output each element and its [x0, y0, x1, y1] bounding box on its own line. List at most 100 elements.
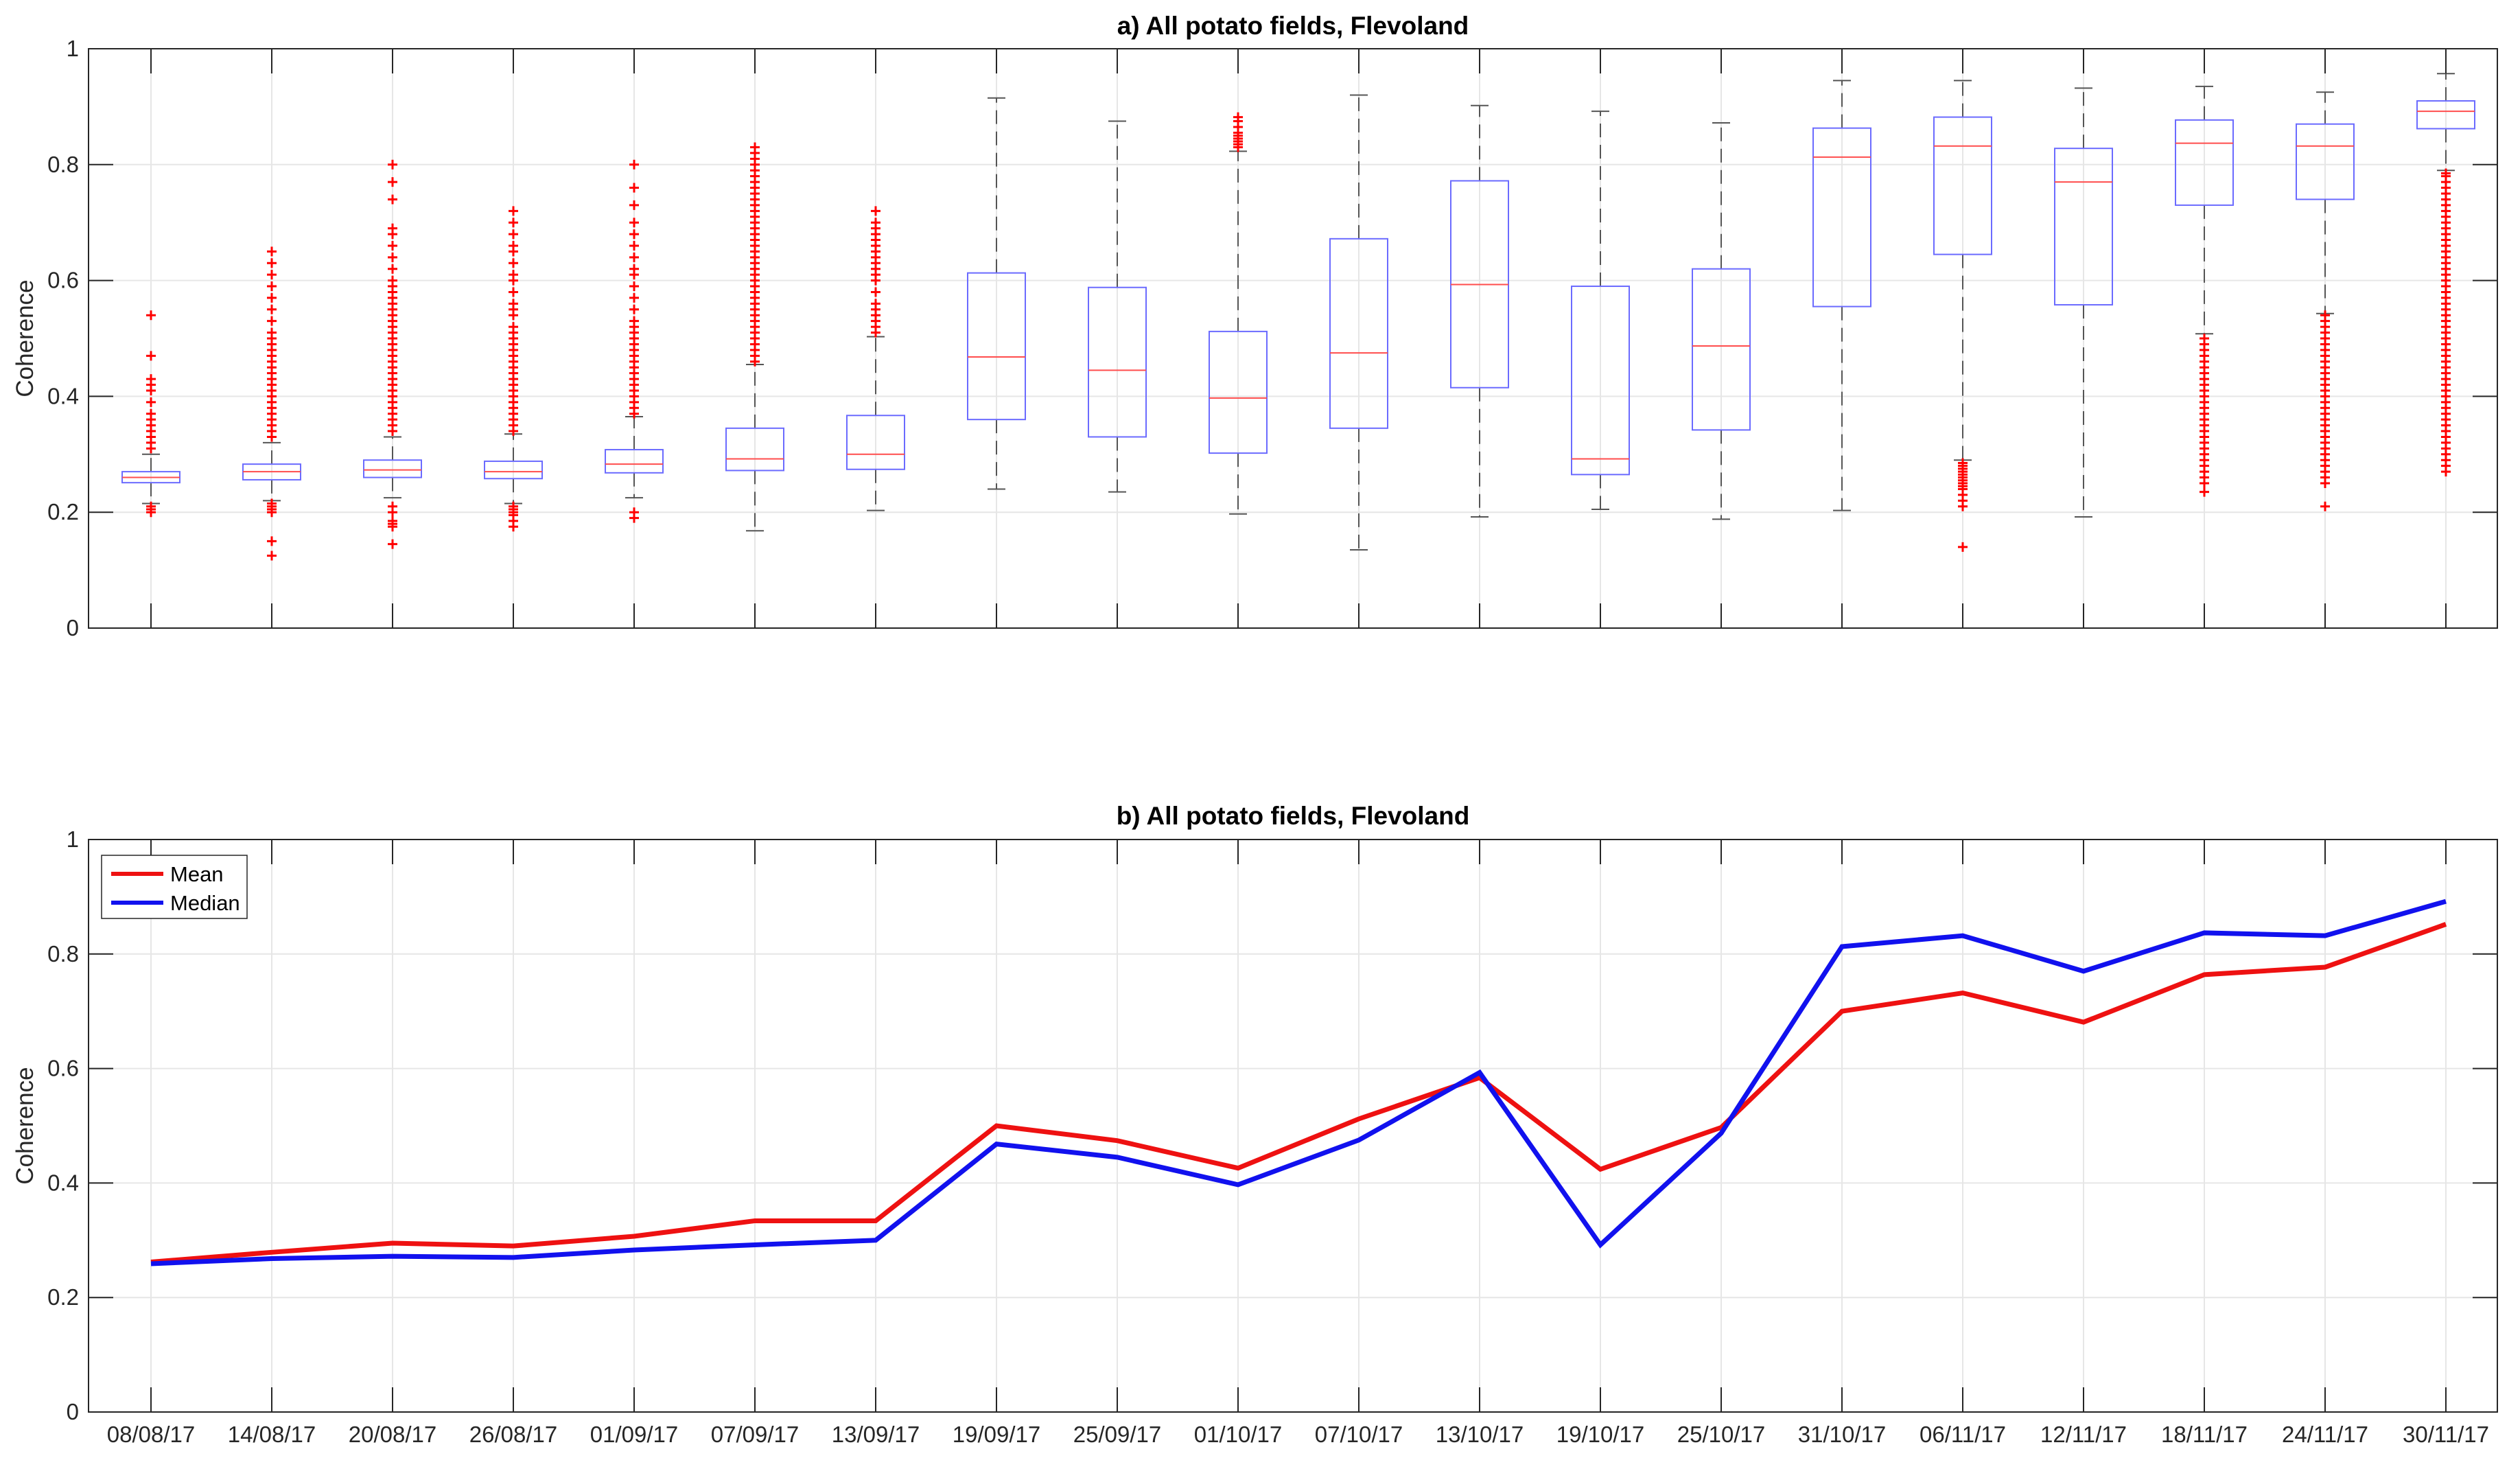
x-tick-label: 25/09/17	[1073, 1422, 1161, 1447]
iqr-box	[846, 415, 905, 470]
y-axis-label: Coherence	[12, 1067, 38, 1184]
x-tick-label: 13/09/17	[832, 1422, 920, 1447]
outlier-marker	[629, 304, 639, 314]
legend-label-median: Median	[170, 891, 240, 915]
y-tick-label: 0.2	[47, 1284, 79, 1310]
x-tick-label: 24/11/17	[2282, 1422, 2368, 1447]
x-tick-label: 18/11/17	[2161, 1422, 2248, 1447]
outlier-marker	[388, 275, 397, 286]
outlier-marker	[388, 252, 397, 262]
chart-title: a) All potato fields, Flevoland	[1117, 12, 1469, 40]
x-tick-label: 01/10/17	[1194, 1422, 1282, 1447]
iqr-box	[2296, 123, 2355, 200]
outlier-marker	[388, 194, 397, 205]
outlier-marker	[388, 240, 397, 251]
box-13/09/17	[846, 206, 905, 511]
outlier-marker	[629, 218, 639, 228]
outlier-marker	[509, 299, 518, 309]
x-tick-label: 20/08/17	[349, 1422, 436, 1447]
outlier-marker	[267, 536, 277, 546]
outlier-marker	[2200, 478, 2209, 488]
plot-marks	[150, 899, 2447, 1266]
x-tick-label: 31/10/17	[1798, 1422, 1886, 1447]
series-line-mean	[150, 922, 2447, 1264]
box-30/11/17	[2416, 73, 2475, 477]
outlier-marker	[509, 522, 518, 532]
outlier-marker	[267, 270, 277, 280]
outlier-marker	[388, 507, 397, 518]
y-tick-label: 0.4	[47, 1170, 79, 1195]
outlier-marker	[871, 287, 880, 297]
outlier-marker	[629, 264, 639, 274]
outlier-marker	[1958, 501, 1968, 511]
box-26/08/17	[484, 206, 543, 532]
outlier-marker	[2441, 467, 2451, 477]
outlier-marker	[871, 299, 880, 309]
boxplot-panel: 0 0.2 0.4 0.6 0.8 1 a) All potato fields, Fle…	[12, 12, 2498, 640]
box-24/11/17	[2296, 91, 2355, 511]
iqr-box	[1329, 238, 1388, 429]
x-tick-label: 25/10/17	[1677, 1422, 1765, 1447]
y-tick-label: 1	[67, 36, 79, 61]
iqr-box	[1692, 268, 1751, 431]
box-18/11/17	[2175, 85, 2234, 497]
outlier-marker	[629, 200, 639, 210]
outlier-marker	[629, 229, 639, 240]
y-axis-ticks: 0 0.2 0.4 0.6 0.8 1	[47, 826, 2497, 1424]
x-axis-ticks: 08/08/17 14/08/17 20/08/17 26/08/17 01/09/17…	[107, 1422, 2489, 1447]
y-axis-ticks: 0 0.2 0.4 0.6 0.8 1	[47, 36, 2497, 640]
outlier-marker	[388, 177, 397, 187]
outlier-marker	[509, 270, 518, 280]
box-06/11/17	[1933, 80, 1992, 552]
outlier-marker	[509, 218, 518, 228]
iqr-box	[725, 427, 784, 472]
plot-grid	[89, 49, 2497, 628]
x-tick-label: 12/11/17	[2040, 1422, 2127, 1447]
box-13/10/17	[1450, 104, 1509, 518]
y-tick-label: 0.8	[47, 941, 79, 967]
outlier-marker	[146, 397, 156, 407]
x-tick-label: 07/10/17	[1315, 1422, 1403, 1447]
box-14/08/17	[242, 246, 301, 561]
outlier-marker	[509, 206, 518, 216]
outlier-marker	[146, 351, 156, 361]
outlier-marker	[509, 240, 518, 251]
box-08/08/17	[121, 310, 180, 518]
outlier-marker	[267, 327, 277, 338]
line-panel: 0 0.2 0.4 0.6 0.8 1 08/08/17 14/08/17 20/08/17 2…	[12, 802, 2498, 1447]
outlier-marker	[2320, 478, 2330, 488]
outlier-marker	[388, 159, 397, 170]
y-tick-label: 0.4	[47, 383, 79, 408]
outlier-marker	[388, 223, 397, 233]
outlier-marker	[509, 229, 518, 240]
y-tick-label: 0.8	[47, 152, 79, 177]
chart-title: b) All potato fields, Flevoland	[1117, 802, 1470, 830]
box-01/09/17	[605, 159, 664, 523]
outlier-marker	[1958, 542, 1968, 552]
outlier-marker	[750, 142, 760, 152]
outlier-marker	[146, 408, 156, 419]
box-19/10/17	[1571, 111, 1630, 510]
iqr-box	[605, 449, 664, 474]
outlier-marker	[871, 206, 880, 216]
x-tick-label: 07/09/17	[711, 1422, 799, 1447]
box-31/10/17	[1812, 80, 1871, 511]
outlier-marker	[871, 218, 880, 228]
y-tick-label: 1	[67, 826, 79, 852]
x-tick-label: 26/08/17	[469, 1422, 557, 1447]
x-tick-label: 08/08/17	[107, 1422, 195, 1447]
iqr-box	[1933, 116, 1992, 255]
iqr-box	[2416, 100, 2475, 130]
outlier-marker	[267, 304, 277, 314]
outlier-marker	[2200, 487, 2209, 497]
outlier-marker	[509, 322, 518, 332]
outlier-marker	[629, 159, 639, 170]
box-19/09/17	[967, 97, 1026, 490]
y-tick-label: 0.6	[47, 268, 79, 293]
plot-marks	[121, 73, 2475, 561]
x-tick-label: 14/08/17	[228, 1422, 316, 1447]
outlier-marker	[146, 374, 156, 384]
box-07/10/17	[1329, 94, 1388, 551]
y-tick-label: 0	[67, 615, 79, 640]
series-line-median	[150, 899, 2447, 1266]
